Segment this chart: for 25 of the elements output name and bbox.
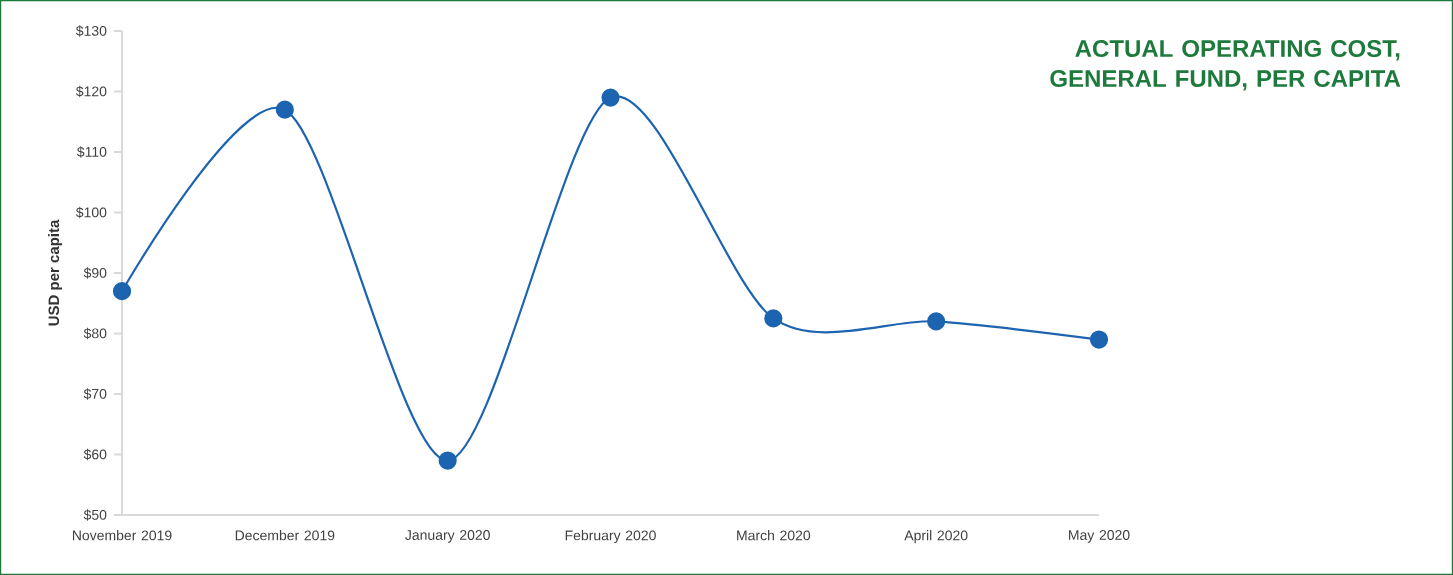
x-tick-label: December 2019 [235, 530, 335, 541]
x-tick-label: March 2020 [737, 530, 811, 541]
point [764, 309, 783, 328]
y-tick-label: $100 [75, 206, 107, 219]
x-tick-label: February 2020 [565, 530, 656, 544]
y-tick-label: $80 [83, 327, 107, 340]
y-tick-label: $70 [83, 388, 107, 400]
point [601, 88, 620, 107]
point [112, 282, 132, 301]
x-tick-label: April 2020 [904, 530, 968, 544]
text: ACTUAL OPERATING COST, GENERAL FUND, PER CAPITA [1050, 40, 1401, 91]
x-tick-label: November 2019 [72, 530, 172, 541]
point [1089, 330, 1109, 349]
y-tick-label: $110 [76, 146, 107, 158]
y-axis-title: USD per capita [48, 219, 63, 326]
x-tick-label: January 2020 [405, 530, 490, 543]
y-tick-label: $50 [83, 509, 107, 521]
y-tick-label: $120 [75, 85, 107, 98]
y-tick-label: $90 [83, 267, 107, 279]
y-tick-label: $60 [83, 448, 107, 461]
y-tick-label: $130 [75, 25, 107, 37]
point [927, 312, 946, 331]
x-tick-label: May 2020 [1069, 530, 1130, 543]
point [438, 451, 457, 470]
point [275, 100, 294, 119]
